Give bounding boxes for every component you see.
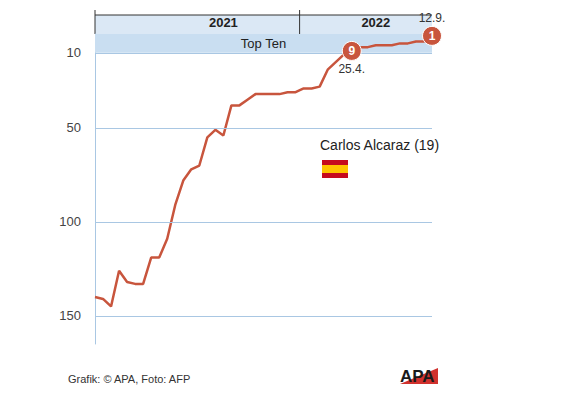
svg-text:1: 1 [429,29,436,43]
svg-text:2022: 2022 [361,15,390,30]
svg-text:APA: APA [400,367,435,386]
svg-text:Carlos Alcaraz (19): Carlos Alcaraz (19) [320,137,439,153]
svg-text:Grafik: © APA, Foto: AFP: Grafik: © APA, Foto: AFP [68,373,190,385]
svg-text:2021: 2021 [209,15,238,30]
svg-text:150: 150 [59,308,81,323]
svg-text:10: 10 [67,45,81,60]
svg-text:Top Ten: Top Ten [241,36,286,51]
svg-text:12.9.: 12.9. [419,11,446,25]
svg-text:50: 50 [67,120,81,135]
svg-text:25.4.: 25.4. [338,62,365,76]
svg-text:100: 100 [59,214,81,229]
svg-text:9: 9 [348,44,355,58]
